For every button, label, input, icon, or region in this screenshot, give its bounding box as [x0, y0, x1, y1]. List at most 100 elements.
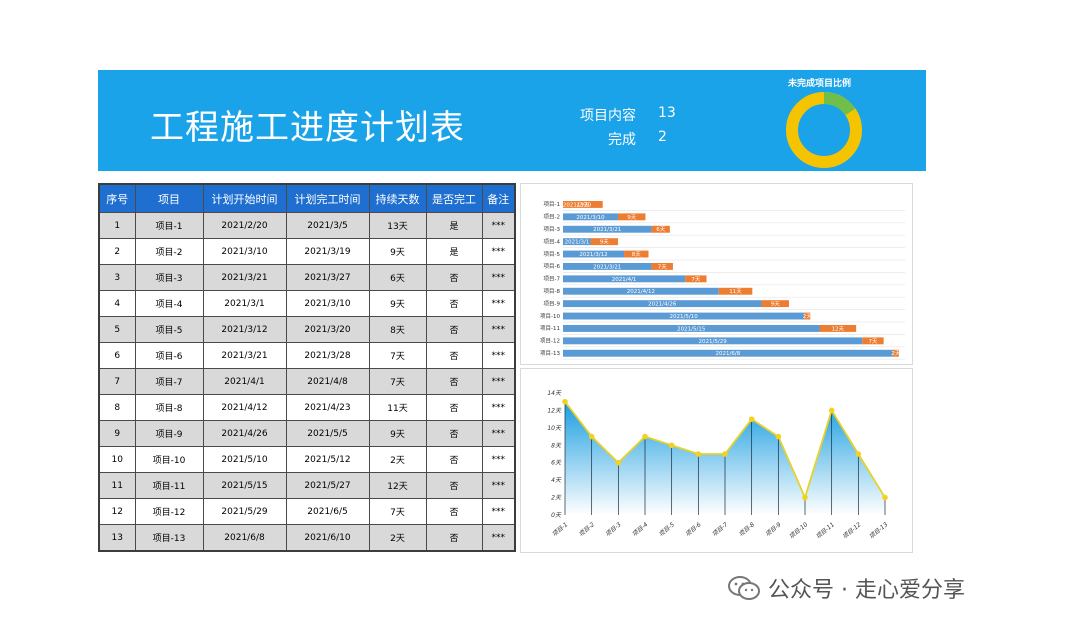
- table-cell: 4: [98, 290, 136, 317]
- table-cell: 否: [425, 446, 483, 473]
- gantt-duration-bar: [651, 225, 670, 233]
- y-tick-label: 0天: [551, 512, 562, 519]
- table-cell: 2021/6/5: [285, 498, 370, 525]
- gantt-chart-panel: 项目-1 2021/2/20 13天 项目-2 2021/3/10 9天 项目-3 2021/…: [520, 183, 913, 365]
- x-tick-label: 项目-11: [815, 521, 836, 540]
- gantt-start-label: 2021/2/20: [563, 202, 592, 208]
- gantt-start-label: 2021/6/8: [716, 351, 741, 357]
- gantt-category-label: 项目-7: [544, 276, 561, 283]
- table-cell: 否: [425, 420, 483, 447]
- table-cell: 项目-11: [134, 472, 204, 499]
- data-point: [562, 398, 568, 405]
- gantt-start-label: 2021/5/15: [677, 326, 706, 332]
- gantt-start-label: 2021/4/26: [648, 302, 677, 308]
- gantt-duration-bar: [819, 325, 857, 332]
- table-cell: 2021/3/27: [285, 264, 370, 291]
- column-header: 计划完工时间: [285, 183, 370, 213]
- table-cell: 2021/3/19: [285, 238, 370, 265]
- y-tick-label: 2天: [551, 495, 562, 502]
- gantt-duration-label: 6天: [656, 226, 665, 233]
- table-row: 4 项目-4 2021/3/1 2021/3/10 9天否 ***: [98, 290, 516, 317]
- table-row: 5 项目-5 2021/3/12 2021/3/20 8天否 ***: [98, 316, 516, 343]
- data-point: [642, 433, 648, 440]
- stat-value-done: 2: [658, 129, 667, 145]
- gantt-category-label: 项目-6: [544, 263, 561, 270]
- table-cell: ***: [481, 498, 516, 525]
- x-tick-label: 项目-4: [631, 521, 649, 538]
- table-cell: 2021/3/28: [285, 342, 370, 369]
- gantt-duration-bar: [590, 238, 618, 246]
- gantt-start-bar: [563, 300, 762, 308]
- column-header: 计划开始时间: [202, 183, 287, 213]
- gantt-duration-label: 7天: [658, 263, 667, 270]
- stat-value-content: 13: [658, 105, 676, 121]
- table-cell: 1: [98, 212, 136, 239]
- table-cell: 2: [98, 238, 136, 265]
- table-cell: 7天: [368, 342, 427, 369]
- table-cell: 2021/3/10: [285, 290, 370, 317]
- donut-slice-complete: [786, 92, 862, 168]
- table-row: 1 项目-1 2021/2/20 2021/3/5 13天是 ***: [98, 212, 516, 239]
- table-cell: 2021/3/21: [202, 342, 287, 369]
- column-header: 序号: [98, 183, 136, 213]
- table-cell: 2021/4/23: [285, 394, 370, 421]
- gantt-duration-label: 8天: [632, 251, 641, 258]
- gantt-duration-bar: [804, 312, 811, 320]
- table-row: 3 项目-3 2021/3/21 2021/3/27 6天否 ***: [98, 264, 516, 291]
- table-cell: 是: [425, 238, 483, 265]
- gantt-category-label: 项目-2: [544, 214, 560, 221]
- table-cell: 项目-10: [134, 446, 204, 473]
- table-cell: 否: [425, 290, 483, 317]
- column-header: 持续天数: [368, 183, 427, 213]
- gantt-duration-bar: [563, 201, 603, 208]
- table-cell: 9天: [368, 290, 427, 317]
- table-cell: 7天: [368, 498, 427, 525]
- table-cell: 2021/5/27: [285, 472, 370, 499]
- table-cell: 2021/5/5: [285, 420, 370, 447]
- table-cell: 项目-9: [134, 420, 204, 447]
- gantt-start-bar: [563, 312, 805, 320]
- gantt-start-bar: [563, 225, 652, 233]
- gantt-start-bar: [563, 250, 625, 258]
- gantt-duration-label: 2天: [891, 350, 900, 357]
- table-cell: 6: [98, 342, 136, 369]
- data-point: [828, 407, 835, 414]
- table-cell: 5: [98, 316, 136, 343]
- table-cell: 2天: [368, 446, 427, 473]
- gantt-duration-label: 12天: [832, 325, 845, 332]
- y-tick-label: 6天: [551, 460, 562, 467]
- gantt-duration-label: 9天: [600, 239, 609, 246]
- page-title: 工程施工进度计划表: [150, 108, 465, 148]
- data-point: [668, 442, 675, 449]
- gantt-category-label: 项目-12: [540, 338, 560, 345]
- table-cell: 否: [425, 498, 483, 525]
- table-cell: 2021/4/1: [202, 368, 287, 395]
- gantt-start-label: 2021/3/21: [593, 227, 621, 233]
- table-cell: 项目-8: [134, 394, 204, 421]
- table-cell: ***: [481, 342, 516, 369]
- table-cell: 12天: [368, 472, 427, 499]
- column-header: 是否完工: [425, 183, 483, 213]
- x-tick-label: 项目-6: [684, 521, 702, 538]
- data-point: [802, 494, 808, 501]
- gantt-category-label: 项目-13: [540, 350, 560, 357]
- table-cell: 项目-3: [134, 264, 204, 291]
- area-chart-panel: 0天 2天 4天 6天 8天 10天 12天 14天 项目-1 项目-2 项目-3 项目-4 项目-5 项…: [520, 368, 913, 553]
- table-row: 9 项目-9 2021/4/26 2021/5/5 9天否 ***: [98, 420, 516, 447]
- data-point: [588, 433, 595, 440]
- data-point: [722, 451, 728, 457]
- table-cell: ***: [481, 264, 516, 291]
- table-cell: ***: [481, 524, 516, 552]
- gantt-category-label: 项目-3: [544, 226, 561, 233]
- gantt-duration-bar: [718, 287, 753, 295]
- table-cell: 否: [425, 316, 483, 343]
- gantt-duration-label: 13天: [577, 201, 590, 208]
- table-cell: 11: [98, 472, 136, 499]
- table-cell: ***: [481, 446, 516, 473]
- table-row: 7 项目-7 2021/4/1 2021/4/8 7天否 ***: [98, 368, 516, 395]
- table-cell: 2天: [368, 524, 427, 552]
- table-cell: 项目-6: [134, 342, 204, 369]
- x-tick-label: 项目-12: [841, 521, 862, 540]
- table-cell: 否: [425, 394, 483, 421]
- table-cell: ***: [481, 394, 516, 421]
